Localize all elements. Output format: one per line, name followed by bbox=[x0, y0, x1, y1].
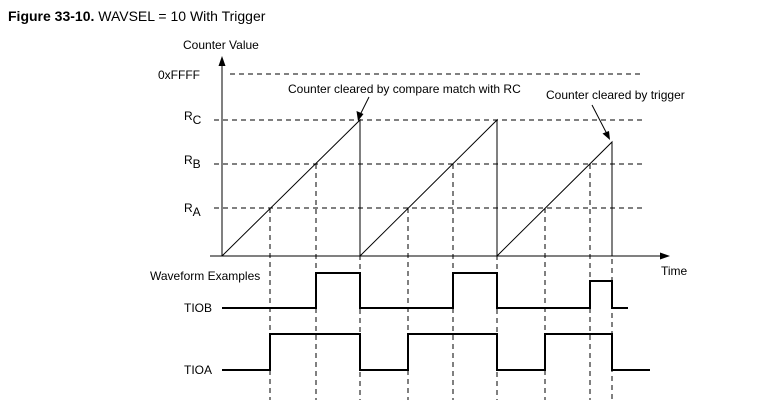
level-label-ra: RA bbox=[184, 201, 201, 219]
level-label-rc-sub: C bbox=[193, 113, 202, 127]
counter-sawtooth bbox=[221, 118, 613, 258]
annotation-trigger: Counter cleared by trigger bbox=[546, 88, 685, 102]
level-label-rc-main: R bbox=[184, 109, 193, 123]
annotation-compare-match-pointer bbox=[359, 96, 370, 116]
figure-caption: WAVSEL = 10 With Trigger bbox=[98, 8, 266, 24]
level-label-rb: RB bbox=[184, 153, 201, 171]
tioa-label: TIOA bbox=[184, 363, 212, 377]
annotation-compare-match: Counter cleared by compare match with RC bbox=[288, 82, 521, 96]
event-guides bbox=[269, 120, 613, 400]
level-guides bbox=[214, 73, 642, 209]
y-axis-title: Counter Value bbox=[183, 38, 259, 52]
annotation-compare-match-arrow-icon bbox=[356, 111, 364, 121]
y-axis-arrow-icon bbox=[218, 56, 226, 66]
figure-title: Figure 33-10. WAVSEL = 10 With Trigger bbox=[8, 8, 265, 24]
tiob-waveform bbox=[222, 272, 628, 309]
annotation-trigger-pointer bbox=[591, 104, 608, 135]
level-label-rb-sub: B bbox=[193, 157, 201, 171]
tiob-label: TIOB bbox=[184, 301, 212, 315]
level-label-max: 0xFFFF bbox=[158, 68, 200, 82]
annotation-trigger-arrow-icon bbox=[602, 131, 610, 140]
x-axis-arrow-icon bbox=[660, 252, 670, 260]
figure-number: Figure 33-10. bbox=[8, 8, 95, 24]
waveform-section-label: Waveform Examples bbox=[150, 269, 260, 283]
x-axis-title: Time bbox=[661, 264, 688, 278]
level-label-ra-sub: A bbox=[193, 205, 201, 219]
tioa-waveform bbox=[222, 333, 650, 371]
level-label-rc: RC bbox=[184, 109, 202, 127]
level-label-rb-main: R bbox=[184, 153, 193, 167]
level-label-ra-main: R bbox=[184, 201, 193, 215]
